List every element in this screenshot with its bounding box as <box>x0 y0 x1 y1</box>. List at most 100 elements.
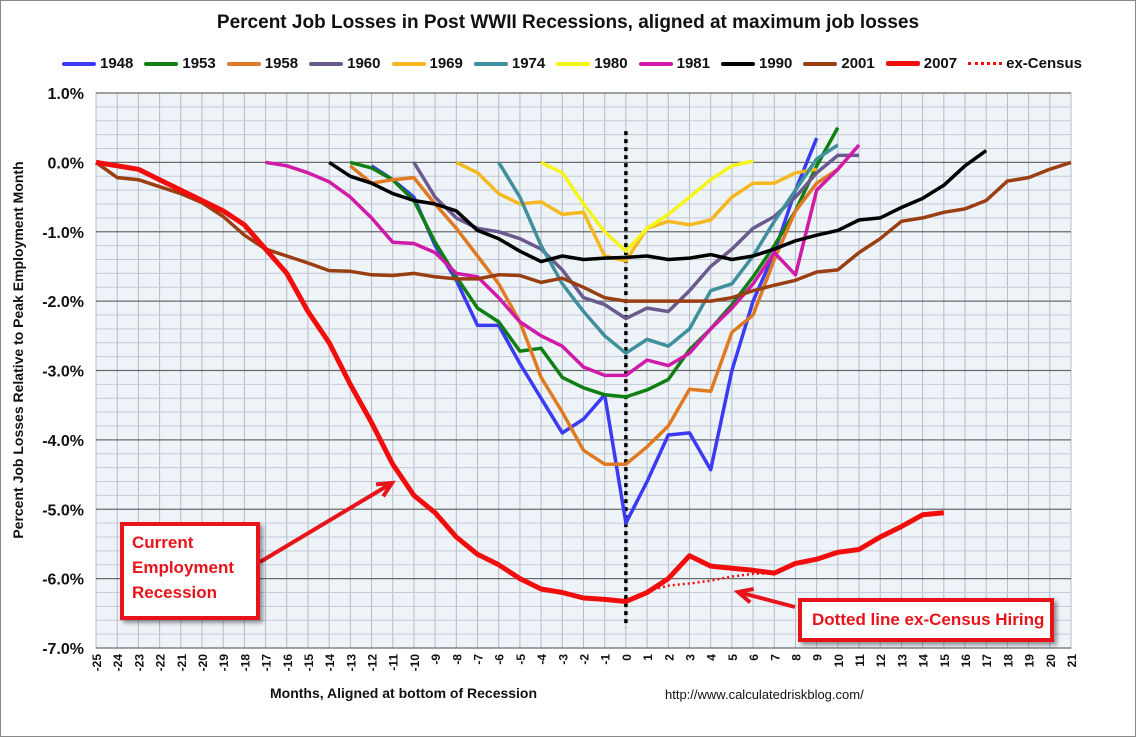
x-tick-label: -20 <box>196 654 210 672</box>
series-line-1990 <box>328 149 988 264</box>
legend-swatch <box>803 61 838 66</box>
y-tick-label: -4.0% <box>42 433 84 450</box>
x-tick-label: -17 <box>260 654 274 672</box>
x-tick-label: 12 <box>874 654 888 668</box>
y-tick-label: -5.0% <box>42 502 84 519</box>
chart-title: Percent Job Losses in Post WWII Recessio… <box>216 12 920 33</box>
legend-swatch <box>226 61 261 66</box>
x-tick-label: 20 <box>1044 654 1058 668</box>
x-tick-label: 3 <box>683 654 697 661</box>
y-tick-label: 1.0% <box>48 86 84 103</box>
legend-item-1990: 1990 <box>721 55 792 72</box>
legend-swatch <box>391 61 426 66</box>
annotation-line: Recession <box>132 583 218 602</box>
annotation-current-recession: Current Employment Recession <box>120 522 260 620</box>
series-line-1969 <box>455 160 817 263</box>
legend-swatch <box>721 61 755 66</box>
x-tick-label: -5 <box>514 654 528 665</box>
legend-swatch <box>638 61 673 66</box>
legend-item-2001: 2001 <box>803 55 875 72</box>
x-tick-label: 17 <box>980 654 994 668</box>
x-tick-label: -22 <box>154 654 168 672</box>
legend-swatch <box>62 61 96 66</box>
legend-item-1969: 1969 <box>391 55 463 72</box>
legend-label: 1974 <box>511 55 546 72</box>
x-tick-label: -4 <box>535 654 549 665</box>
x-tick-label: 9 <box>811 654 825 661</box>
series-line-1981 <box>265 143 861 378</box>
x-tick-label: 10 <box>832 654 846 668</box>
legend-item-1960: 1960 <box>309 55 381 72</box>
legend-item-1974: 1974 <box>473 55 546 72</box>
x-tick-label: -3 <box>556 654 570 665</box>
x-tick-label: -12 <box>366 654 380 672</box>
x-tick-label: -6 <box>493 654 507 665</box>
x-tick-label: -1 <box>599 654 613 665</box>
legend-item-1980: 1980 <box>556 55 628 72</box>
legend-swatch <box>144 61 179 66</box>
legend-item-1948: 1948 <box>62 55 133 72</box>
annotation-line: Employment <box>132 558 235 577</box>
x-tick-label: 0 <box>620 654 634 661</box>
legend: 1948 1953 1958 1960 1969 1974 1980 1981 1990 2001… <box>62 55 1093 72</box>
y-tick-label: 0.0% <box>48 155 84 172</box>
legend-label: 1981 <box>676 55 710 72</box>
legend-item-1958: 1958 <box>226 55 299 72</box>
series-line-1953 <box>349 126 840 399</box>
y-tick-label: -2.0% <box>42 294 84 311</box>
x-tick-label: -9 <box>429 654 443 665</box>
x-tick-label: 21 <box>1065 654 1079 668</box>
x-tick-label: 16 <box>959 654 973 668</box>
x-tick-label: -16 <box>281 654 295 672</box>
x-tick-label: -8 <box>450 654 464 665</box>
legend-swatch <box>968 62 1003 65</box>
series-line-1958 <box>349 164 839 466</box>
legend-swatch <box>885 61 920 66</box>
x-tick-label: -14 <box>323 654 337 672</box>
annotation-line: Current <box>132 533 194 552</box>
x-tick-label: -2 <box>578 654 592 665</box>
legend-label: 1980 <box>594 55 628 72</box>
x-tick-label: 7 <box>768 654 782 661</box>
x-tick-label: 13 <box>895 654 909 668</box>
x-tick-label: 8 <box>789 654 803 661</box>
legend-swatch <box>473 61 508 66</box>
y-tick-label: -3.0% <box>42 364 84 381</box>
series-line-1974 <box>497 143 839 355</box>
x-tick-label: 1 <box>641 654 655 661</box>
y-tick-label: -1.0% <box>42 225 84 242</box>
x-tick-label: 11 <box>853 654 867 667</box>
annotation-ex-census: Dotted line ex-Census Hiring <box>798 598 1054 642</box>
legend-item-ex-Census: ex-Census <box>968 55 1082 72</box>
x-tick-label: 5 <box>726 654 740 661</box>
x-tick-label: -24 <box>111 654 125 672</box>
y-tick-label: -6.0% <box>42 572 84 589</box>
legend-item-1981: 1981 <box>638 55 710 72</box>
source-url: http://www.calculatedriskblog.com/ <box>665 687 864 702</box>
x-tick-label: -23 <box>132 654 146 672</box>
x-tick-label: -21 <box>175 654 189 672</box>
x-tick-label: -19 <box>217 654 231 672</box>
legend-swatch <box>309 61 344 66</box>
annotation-arrow-current <box>258 481 394 564</box>
legend-label: 2007 <box>923 55 958 72</box>
legend-label: 1948 <box>100 55 134 72</box>
legend-label: 1958 <box>264 55 299 72</box>
x-tick-label: 19 <box>1023 654 1037 668</box>
x-tick-label: -15 <box>302 654 316 672</box>
legend-swatch <box>556 61 591 66</box>
annotation-arrow-current-head <box>375 480 396 498</box>
annotation-arrow-ex-census-head <box>733 586 755 604</box>
x-tick-label: -13 <box>344 654 358 672</box>
x-tick-label: 4 <box>705 654 719 661</box>
legend-item-2007: 2007 <box>885 55 958 72</box>
x-tick-label: -7 <box>472 654 486 665</box>
legend-label: 1990 <box>759 55 793 72</box>
legend-label: ex-Census <box>1006 55 1082 72</box>
legend-label: 1953 <box>182 55 216 72</box>
legend-label: 1969 <box>429 55 463 72</box>
series-line-1980 <box>540 159 754 253</box>
x-tick-label: -11 <box>387 654 401 671</box>
x-axis-label: Months, Aligned at bottom of Recession <box>270 685 538 701</box>
x-tick-label: 15 <box>938 654 952 668</box>
